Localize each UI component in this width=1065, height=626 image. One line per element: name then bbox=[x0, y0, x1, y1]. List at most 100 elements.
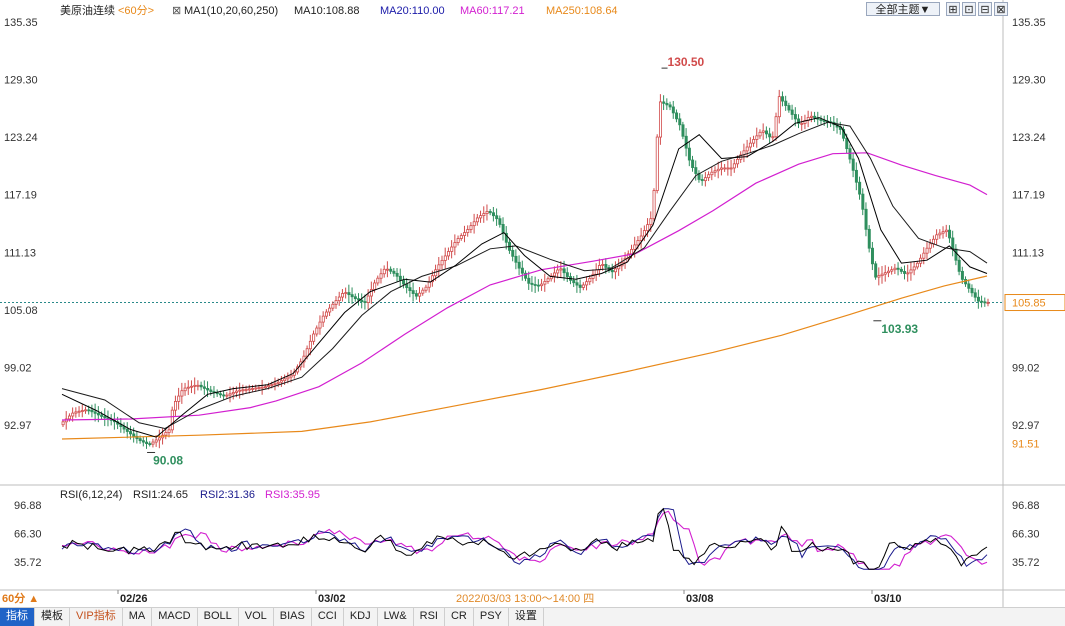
candle-body bbox=[138, 438, 142, 442]
indicator-tab[interactable]: BIAS bbox=[274, 608, 312, 626]
candle-body bbox=[658, 101, 662, 138]
candle-body bbox=[392, 270, 396, 274]
candle-body bbox=[639, 235, 643, 241]
rsi3-line bbox=[61, 510, 988, 570]
period-badge: 60分 ▲ bbox=[2, 591, 39, 605]
x-tick-label: 02/26 bbox=[120, 593, 148, 605]
candle bbox=[928, 239, 932, 253]
candle bbox=[716, 161, 720, 179]
x-tick-label: 03/02 bbox=[318, 593, 346, 605]
candle-body bbox=[771, 136, 775, 139]
candle-body bbox=[822, 120, 826, 122]
indicator-tab[interactable]: VIP指标 bbox=[70, 608, 123, 626]
candle bbox=[710, 166, 714, 181]
indicator-tab[interactable]: 指标 bbox=[0, 608, 35, 626]
candle-body bbox=[276, 381, 280, 384]
rsi1-line bbox=[61, 507, 988, 570]
candle-body bbox=[970, 287, 974, 294]
candle bbox=[726, 160, 730, 176]
expand-icon[interactable]: ⊞ bbox=[946, 2, 960, 16]
candle-body bbox=[80, 410, 84, 412]
indicator-tab[interactable]: CR bbox=[445, 608, 474, 626]
candle-body bbox=[948, 229, 952, 239]
candle-body bbox=[308, 340, 312, 350]
candle bbox=[148, 441, 152, 447]
candle bbox=[308, 334, 312, 356]
candle bbox=[646, 218, 650, 238]
y-tick-label-left: 129.30 bbox=[4, 75, 38, 87]
candle bbox=[324, 309, 328, 320]
candle bbox=[764, 126, 768, 139]
x-tick-label: 03/10 bbox=[874, 593, 902, 605]
candle-body bbox=[414, 293, 418, 297]
candle-body bbox=[813, 115, 817, 119]
candle bbox=[395, 268, 399, 282]
candle-body bbox=[488, 211, 492, 214]
candle bbox=[341, 289, 345, 302]
indicator-tab[interactable]: MA bbox=[123, 608, 153, 626]
candle-body bbox=[440, 259, 444, 266]
candle-body bbox=[157, 437, 161, 441]
candle-body bbox=[899, 268, 903, 272]
candle bbox=[790, 104, 794, 120]
candle-body bbox=[877, 275, 881, 278]
indicator-tab[interactable]: RSI bbox=[414, 608, 445, 626]
candle-body bbox=[601, 264, 605, 266]
candle bbox=[903, 265, 907, 280]
indicator-tab[interactable]: BOLL bbox=[198, 608, 239, 626]
y-tick-label-right: 129.30 bbox=[1012, 75, 1046, 87]
indicator-tab[interactable]: VOL bbox=[239, 608, 274, 626]
candle-body bbox=[524, 272, 528, 279]
candle-body bbox=[369, 289, 373, 297]
candle-body bbox=[353, 296, 357, 300]
candle-body bbox=[520, 267, 524, 274]
candle-body bbox=[122, 426, 126, 430]
rsi-y-tick-right: 35.72 bbox=[1012, 557, 1040, 569]
lock-icon[interactable]: ⊟ bbox=[978, 2, 992, 16]
y-tick-label-left: 99.02 bbox=[4, 362, 32, 374]
theme-select-button[interactable]: 全部主题▼ bbox=[866, 2, 940, 16]
candle-body bbox=[700, 179, 704, 182]
indicator-tab[interactable]: LW& bbox=[378, 608, 414, 626]
candle bbox=[883, 265, 887, 282]
indicator-tab[interactable]: PSY bbox=[474, 608, 509, 626]
candle-body bbox=[527, 277, 531, 284]
candle-body bbox=[430, 275, 434, 283]
candle bbox=[874, 261, 878, 280]
candle bbox=[578, 279, 582, 294]
candle-body bbox=[376, 277, 380, 284]
candle bbox=[93, 403, 97, 422]
candle bbox=[948, 225, 952, 243]
grid-icon[interactable]: ⊡ bbox=[962, 2, 976, 16]
candle bbox=[752, 135, 756, 147]
candle bbox=[145, 436, 149, 449]
indicator-tab[interactable]: 设置 bbox=[509, 608, 544, 626]
candle-body bbox=[646, 224, 650, 231]
candle bbox=[344, 287, 348, 299]
candle bbox=[938, 229, 942, 239]
candle-body bbox=[880, 273, 884, 277]
indicator-tab[interactable]: KDJ bbox=[344, 608, 378, 626]
indicator-tab[interactable]: CCI bbox=[312, 608, 344, 626]
candle bbox=[318, 315, 322, 335]
candle-body bbox=[604, 264, 608, 268]
candle-body bbox=[713, 170, 717, 173]
candle-body bbox=[231, 392, 235, 395]
candle bbox=[421, 287, 425, 296]
chart-canvas[interactable]: 135.35 129.30 123.24 117.19 111.13 105.08 99.0… bbox=[0, 0, 1065, 607]
candle bbox=[443, 247, 447, 269]
candle-body bbox=[199, 384, 203, 388]
candle-body bbox=[174, 401, 178, 411]
candle bbox=[77, 406, 81, 417]
candle bbox=[986, 298, 990, 307]
maximize-icon[interactable]: ⊠ bbox=[994, 2, 1008, 16]
candle-body bbox=[845, 137, 849, 150]
candle bbox=[880, 266, 884, 284]
indicator-tab[interactable]: 模板 bbox=[35, 608, 70, 626]
candle-body bbox=[418, 292, 422, 297]
candle-body bbox=[671, 106, 675, 114]
candle-body bbox=[684, 135, 688, 149]
indicator-tab[interactable]: MACD bbox=[152, 608, 198, 626]
candle bbox=[877, 267, 881, 286]
candle-body bbox=[145, 441, 149, 444]
